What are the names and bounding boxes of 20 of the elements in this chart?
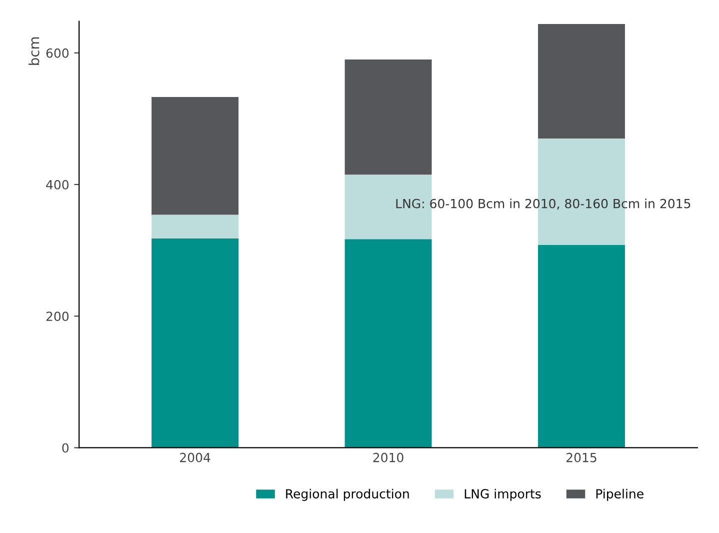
y-tick-label: 0: [62, 443, 69, 453]
bar: [152, 96, 239, 215]
y-tick-label: 200: [46, 312, 69, 322]
legend-label: LNG imports: [464, 488, 541, 501]
y-tick-label: 400: [46, 180, 69, 190]
bar: [344, 174, 432, 240]
x-tick-label: 2010: [373, 452, 404, 462]
bar: [538, 245, 625, 448]
bar: [538, 24, 625, 138]
y-tick-label: 600: [46, 48, 69, 58]
bar: [344, 59, 432, 175]
y-axis-title: bcm: [28, 37, 40, 65]
bar: [344, 239, 432, 448]
x-tick-label: 2004: [180, 452, 210, 462]
annotation: LNG: 60-100 Bcm in 2010, 80-160 Bcm in 2015: [396, 198, 690, 210]
x-tick-label: 2015: [566, 452, 596, 462]
bar: [152, 238, 239, 448]
bar: [152, 214, 239, 238]
legend-label: Regional production: [286, 488, 409, 501]
legend-label: Pipeline: [596, 488, 644, 501]
